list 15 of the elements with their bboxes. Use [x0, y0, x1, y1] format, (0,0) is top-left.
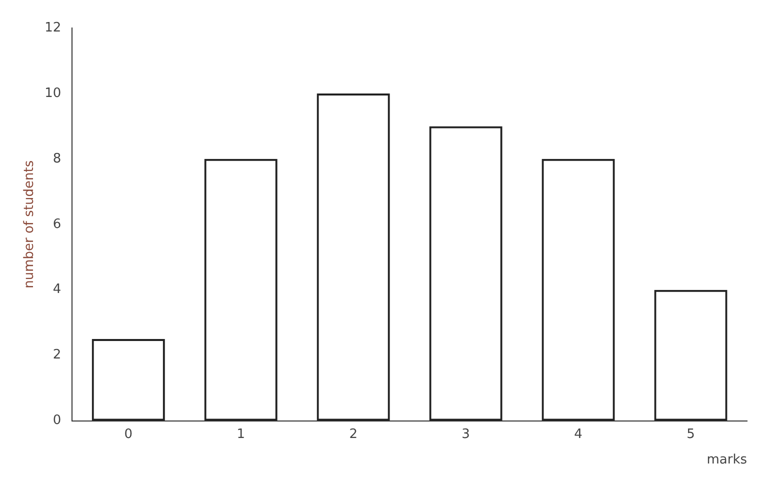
- y-tick-label: 6: [52, 216, 62, 232]
- x-axis-title: marks: [706, 452, 748, 468]
- y-tick-label: 8: [52, 151, 62, 166]
- y-axis-title: number of students: [22, 160, 38, 288]
- x-tick-label: 2: [349, 426, 358, 442]
- x-tick-label: 0: [124, 426, 133, 442]
- y-tick-label: 0: [52, 413, 62, 428]
- x-tick-label: 3: [462, 426, 470, 442]
- y-tick-label: 2: [52, 348, 62, 363]
- y-tick-label: 12: [44, 20, 62, 36]
- y-tick-label: 4: [52, 282, 62, 298]
- x-tick-label: 4: [574, 426, 582, 442]
- x-tick-label: 5: [686, 426, 695, 442]
- y-tick-label: 10: [44, 86, 62, 101]
- x-tick-label: 1: [236, 426, 245, 442]
